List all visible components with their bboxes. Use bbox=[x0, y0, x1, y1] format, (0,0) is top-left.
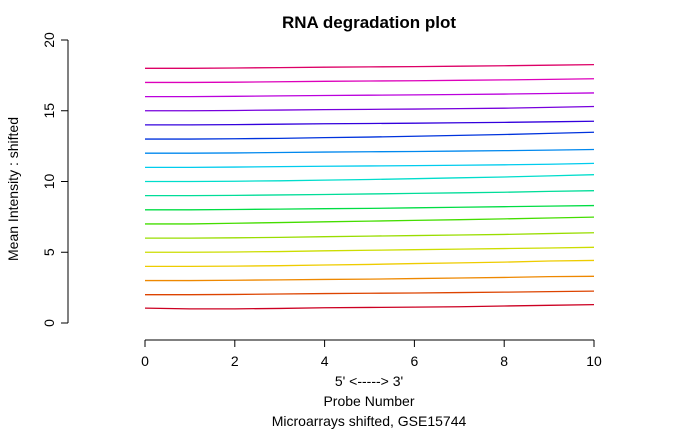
y-tick-label: 0 bbox=[41, 319, 57, 327]
series-line-9 bbox=[145, 190, 595, 197]
series-line-11 bbox=[145, 162, 595, 169]
series-line-6 bbox=[145, 232, 595, 239]
x-axis-label: Probe Number bbox=[323, 393, 414, 409]
x-axis-label-direction: 5' <-----> 3' bbox=[335, 373, 403, 389]
series-lines bbox=[144, 63, 595, 310]
series-line-7 bbox=[145, 216, 595, 225]
y-tick-label: 15 bbox=[41, 103, 57, 119]
x-tick-label: 2 bbox=[231, 353, 239, 369]
series-line-16 bbox=[145, 92, 595, 98]
x-tick-label: 6 bbox=[411, 353, 419, 369]
x-axis: 0 2 4 6 8 10 bbox=[141, 339, 602, 369]
series-line-1 bbox=[144, 303, 595, 310]
series-line-4 bbox=[145, 259, 595, 268]
x-tick-label: 8 bbox=[500, 353, 508, 369]
series-line-10 bbox=[145, 174, 595, 183]
y-tick-label: 5 bbox=[41, 248, 57, 256]
series-line-8 bbox=[145, 204, 595, 211]
y-tick-label: 20 bbox=[41, 32, 57, 48]
series-line-14 bbox=[145, 120, 595, 126]
chart-title: RNA degradation plot bbox=[282, 13, 456, 32]
series-line-17 bbox=[145, 78, 595, 84]
x-tick-label: 4 bbox=[321, 353, 329, 369]
series-line-18 bbox=[145, 63, 595, 69]
x-tick-label: 0 bbox=[141, 353, 149, 369]
y-tick-label: 10 bbox=[41, 174, 57, 190]
chart-subtitle: Microarrays shifted, GSE15744 bbox=[272, 413, 467, 429]
series-line-5 bbox=[145, 246, 595, 253]
series-line-3 bbox=[145, 275, 595, 282]
y-axis: 0 5 10 15 20 bbox=[41, 32, 69, 327]
series-line-13 bbox=[145, 131, 595, 140]
series-line-2 bbox=[145, 290, 595, 296]
series-line-12 bbox=[145, 148, 595, 154]
x-tick-label: 10 bbox=[586, 353, 602, 369]
y-axis-label: Mean Intensity : shifted bbox=[5, 117, 21, 261]
series-line-15 bbox=[145, 105, 595, 112]
